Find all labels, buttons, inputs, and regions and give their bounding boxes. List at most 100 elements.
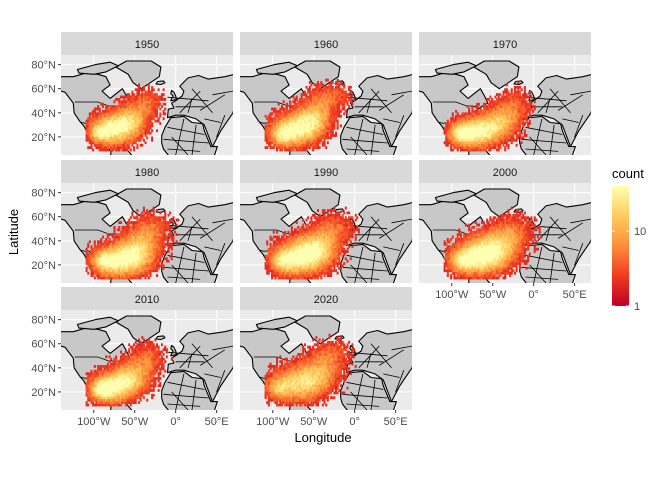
density-tile	[308, 117, 311, 121]
density-tile	[303, 124, 306, 128]
density-tile	[318, 146, 321, 150]
density-tile	[491, 105, 494, 109]
density-tile	[471, 110, 474, 113]
density-tile	[103, 254, 106, 258]
density-tile	[142, 93, 145, 97]
density-tile	[473, 129, 476, 133]
density-tile	[328, 266, 331, 270]
density-tile	[282, 119, 285, 123]
density-tile	[517, 107, 520, 111]
density-tile	[123, 148, 126, 152]
density-tile	[284, 138, 287, 142]
density-tile	[481, 146, 484, 150]
density-tile	[120, 271, 123, 275]
density-tile	[118, 105, 121, 109]
density-tile	[484, 136, 487, 140]
density-tile	[139, 257, 142, 261]
density-tile	[289, 257, 292, 261]
density-tile	[491, 126, 494, 130]
density-tile	[512, 110, 515, 113]
density-tile	[124, 257, 127, 261]
density-tile	[523, 134, 526, 137]
density-tile	[502, 143, 505, 147]
density-tile	[305, 271, 308, 275]
density-tile	[450, 131, 453, 135]
density-tile	[294, 250, 297, 253]
density-tile	[326, 124, 329, 128]
density-tile	[307, 252, 310, 256]
density-tile	[504, 138, 507, 142]
density-tile	[505, 102, 508, 106]
density-tile	[136, 259, 139, 263]
density-tile	[300, 257, 303, 261]
density-tile	[289, 250, 292, 253]
density-tile	[131, 136, 134, 140]
density-tile	[297, 252, 300, 256]
density-tile	[318, 269, 321, 273]
density-tile	[317, 252, 320, 256]
density-tile	[302, 143, 305, 147]
density-tile	[303, 254, 306, 258]
density-tile	[87, 264, 90, 268]
density-tile	[445, 124, 448, 128]
density-tile	[300, 93, 303, 97]
density-tile	[110, 252, 113, 256]
density-tile	[151, 218, 154, 222]
density-tile	[142, 226, 145, 229]
density-tile	[522, 122, 525, 125]
density-tile	[320, 264, 323, 268]
density-tile	[108, 138, 111, 142]
density-tile	[142, 126, 145, 130]
density-tile	[93, 266, 96, 270]
density-tile	[486, 141, 489, 145]
density-tile	[264, 264, 267, 268]
density-tile	[330, 85, 333, 89]
density-tile	[287, 271, 290, 275]
density-tile	[113, 122, 116, 125]
density-tile	[113, 138, 116, 142]
density-tile	[486, 119, 489, 123]
density-tile	[282, 117, 285, 121]
country-border	[366, 226, 372, 241]
density-tile	[517, 112, 520, 116]
density-tile	[518, 129, 521, 133]
density-tile	[317, 85, 320, 89]
density-tile	[139, 107, 142, 111]
density-tile	[323, 85, 326, 89]
density-tile	[476, 134, 479, 137]
density-tile	[326, 90, 329, 94]
density-tile	[461, 136, 464, 140]
density-tile	[482, 114, 485, 118]
density-tile	[312, 122, 315, 125]
density-tile	[162, 226, 165, 229]
density-tile	[115, 254, 118, 258]
density-tile	[469, 124, 472, 128]
density-tile	[118, 119, 121, 123]
density-tile	[500, 119, 503, 123]
density-tile	[147, 126, 150, 130]
country-border	[533, 118, 543, 155]
density-tile	[469, 146, 472, 150]
density-tile	[113, 245, 116, 249]
density-tile	[515, 98, 518, 101]
density-tile	[292, 257, 295, 261]
density-tile	[455, 136, 458, 140]
density-tile	[108, 131, 111, 135]
density-tile	[299, 247, 302, 251]
density-tile	[113, 240, 116, 244]
density-tile	[124, 100, 127, 104]
density-tile	[124, 122, 127, 125]
density-tile	[303, 271, 306, 275]
density-tile	[133, 257, 136, 261]
density-tile	[100, 112, 103, 116]
density-tile	[97, 131, 100, 135]
density-tile	[522, 119, 525, 123]
density-tile	[157, 88, 160, 92]
density-tile	[303, 247, 306, 251]
density-tile	[134, 114, 137, 118]
density-tile	[305, 266, 308, 270]
density-tile	[142, 129, 145, 133]
density-tile	[281, 274, 284, 278]
density-tile	[336, 257, 339, 261]
density-tile	[147, 221, 150, 225]
